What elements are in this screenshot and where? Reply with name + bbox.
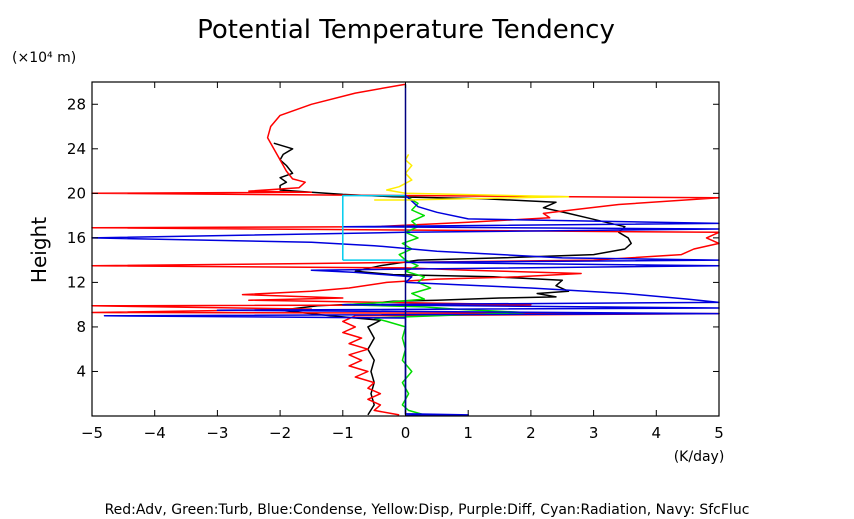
y-tick-label-6: 28 (67, 95, 86, 113)
x-tick-label-5: 0 (401, 424, 411, 442)
y-tick-label-3: 16 (67, 229, 86, 247)
series-line-3 (91, 195, 720, 416)
y-tick-label-5: 24 (67, 140, 86, 158)
x-tick-label-6: 1 (463, 424, 473, 442)
series-line-1 (91, 83, 720, 416)
y-axis-label: Height (27, 217, 51, 283)
x-tick-label-1: −4 (144, 424, 166, 442)
y-tick-label-2: 12 (67, 273, 86, 291)
series-layer (91, 83, 720, 416)
x-tick-label-0: −5 (81, 424, 103, 442)
footer-legend: Red:Adv, Green:Turb, Blue:Condense, Yell… (105, 502, 750, 518)
x-tick-label-2: −3 (206, 424, 228, 442)
x-tick-label-3: −2 (269, 424, 291, 442)
x-tick-label-10: 5 (714, 424, 724, 442)
x-tick-label-8: 3 (589, 424, 599, 442)
y-tick-label-0: 4 (76, 362, 86, 380)
series-line-4 (374, 154, 570, 201)
y-tick-label-1: 8 (76, 318, 86, 336)
y-tick-label-4: 20 (67, 184, 86, 202)
x-axis-label: (K/day) (674, 449, 725, 465)
x-tick-label-4: −1 (332, 424, 354, 442)
x-tick-label-7: 2 (526, 424, 536, 442)
series-line-5 (342, 194, 407, 261)
chart-title: Potential Temperature Tendency (197, 15, 615, 45)
x-tick-label-9: 4 (652, 424, 662, 442)
y-unit-label: (×10⁴ m) (12, 50, 76, 66)
